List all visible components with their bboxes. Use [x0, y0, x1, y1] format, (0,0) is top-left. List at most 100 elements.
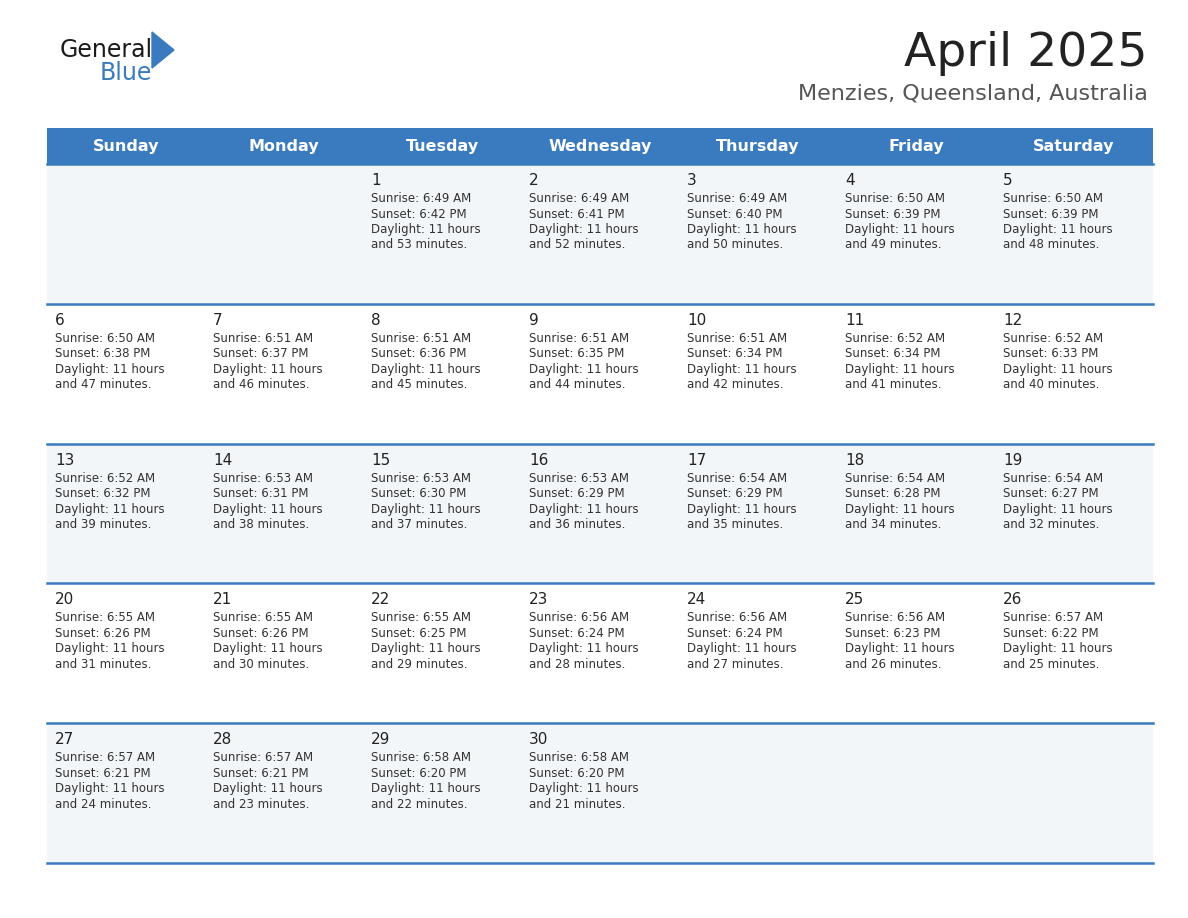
Text: April 2025: April 2025: [904, 30, 1148, 75]
Text: and 25 minutes.: and 25 minutes.: [1003, 658, 1099, 671]
Text: Sunday: Sunday: [93, 139, 159, 153]
Text: Sunrise: 6:56 AM: Sunrise: 6:56 AM: [687, 611, 788, 624]
Text: Sunset: 6:32 PM: Sunset: 6:32 PM: [55, 487, 151, 500]
Text: Sunrise: 6:57 AM: Sunrise: 6:57 AM: [55, 751, 156, 764]
Bar: [48, 304, 1154, 443]
Text: 22: 22: [371, 592, 390, 608]
Bar: [48, 128, 1154, 164]
Text: Sunset: 6:39 PM: Sunset: 6:39 PM: [1003, 207, 1099, 220]
Text: and 30 minutes.: and 30 minutes.: [213, 658, 309, 671]
Polygon shape: [152, 32, 173, 68]
Text: Sunset: 6:27 PM: Sunset: 6:27 PM: [1003, 487, 1099, 500]
Text: Sunset: 6:26 PM: Sunset: 6:26 PM: [213, 627, 309, 640]
Text: Daylight: 11 hours: Daylight: 11 hours: [845, 643, 955, 655]
Text: Thursday: Thursday: [716, 139, 800, 153]
Text: 19: 19: [1003, 453, 1023, 467]
Text: 15: 15: [371, 453, 390, 467]
Text: Sunrise: 6:53 AM: Sunrise: 6:53 AM: [529, 472, 628, 485]
Text: 16: 16: [529, 453, 549, 467]
Text: Blue: Blue: [100, 61, 152, 85]
Text: Sunrise: 6:54 AM: Sunrise: 6:54 AM: [687, 472, 788, 485]
Text: Daylight: 11 hours: Daylight: 11 hours: [371, 782, 481, 795]
Text: 29: 29: [371, 733, 391, 747]
Text: Sunrise: 6:53 AM: Sunrise: 6:53 AM: [371, 472, 470, 485]
Text: 6: 6: [55, 313, 65, 328]
Text: Daylight: 11 hours: Daylight: 11 hours: [529, 502, 639, 516]
Text: and 24 minutes.: and 24 minutes.: [55, 798, 152, 811]
Text: Daylight: 11 hours: Daylight: 11 hours: [529, 782, 639, 795]
Bar: [48, 443, 1154, 584]
Text: Daylight: 11 hours: Daylight: 11 hours: [213, 782, 323, 795]
Text: and 32 minutes.: and 32 minutes.: [1003, 518, 1099, 532]
Text: Daylight: 11 hours: Daylight: 11 hours: [213, 363, 323, 375]
Text: Sunset: 6:40 PM: Sunset: 6:40 PM: [687, 207, 783, 220]
Text: Sunrise: 6:50 AM: Sunrise: 6:50 AM: [55, 331, 154, 345]
Text: Sunset: 6:25 PM: Sunset: 6:25 PM: [371, 627, 467, 640]
Text: Sunset: 6:38 PM: Sunset: 6:38 PM: [55, 347, 151, 360]
Text: and 34 minutes.: and 34 minutes.: [845, 518, 941, 532]
Text: Friday: Friday: [889, 139, 943, 153]
Text: Daylight: 11 hours: Daylight: 11 hours: [213, 643, 323, 655]
Text: Sunrise: 6:57 AM: Sunrise: 6:57 AM: [213, 751, 314, 764]
Text: Sunset: 6:20 PM: Sunset: 6:20 PM: [371, 767, 467, 779]
Text: and 29 minutes.: and 29 minutes.: [371, 658, 468, 671]
Text: 27: 27: [55, 733, 74, 747]
Text: 9: 9: [529, 313, 538, 328]
Text: General: General: [61, 38, 153, 62]
Text: 30: 30: [529, 733, 549, 747]
Text: Sunrise: 6:50 AM: Sunrise: 6:50 AM: [845, 192, 944, 205]
Text: and 45 minutes.: and 45 minutes.: [371, 378, 467, 391]
Text: Sunrise: 6:53 AM: Sunrise: 6:53 AM: [213, 472, 312, 485]
Text: 13: 13: [55, 453, 75, 467]
Text: 26: 26: [1003, 592, 1023, 608]
Text: Sunset: 6:30 PM: Sunset: 6:30 PM: [371, 487, 467, 500]
Text: Daylight: 11 hours: Daylight: 11 hours: [1003, 502, 1113, 516]
Text: 4: 4: [845, 173, 854, 188]
Text: Tuesday: Tuesday: [405, 139, 479, 153]
Text: Sunrise: 6:51 AM: Sunrise: 6:51 AM: [687, 331, 788, 345]
Text: 20: 20: [55, 592, 74, 608]
Text: and 36 minutes.: and 36 minutes.: [529, 518, 625, 532]
Text: 28: 28: [213, 733, 232, 747]
Text: Sunset: 6:39 PM: Sunset: 6:39 PM: [845, 207, 941, 220]
Text: Daylight: 11 hours: Daylight: 11 hours: [845, 502, 955, 516]
Text: Sunset: 6:42 PM: Sunset: 6:42 PM: [371, 207, 467, 220]
Text: Daylight: 11 hours: Daylight: 11 hours: [55, 782, 165, 795]
Text: and 23 minutes.: and 23 minutes.: [213, 798, 309, 811]
Text: and 28 minutes.: and 28 minutes.: [529, 658, 625, 671]
Text: 21: 21: [213, 592, 232, 608]
Text: and 37 minutes.: and 37 minutes.: [371, 518, 467, 532]
Text: 11: 11: [845, 313, 864, 328]
Text: Sunset: 6:33 PM: Sunset: 6:33 PM: [1003, 347, 1099, 360]
Text: Daylight: 11 hours: Daylight: 11 hours: [687, 502, 797, 516]
Text: Sunrise: 6:56 AM: Sunrise: 6:56 AM: [529, 611, 630, 624]
Text: and 53 minutes.: and 53 minutes.: [371, 239, 467, 252]
Text: Sunset: 6:34 PM: Sunset: 6:34 PM: [845, 347, 941, 360]
Text: 24: 24: [687, 592, 706, 608]
Text: Sunset: 6:24 PM: Sunset: 6:24 PM: [529, 627, 625, 640]
Text: Sunrise: 6:51 AM: Sunrise: 6:51 AM: [529, 331, 630, 345]
Text: and 42 minutes.: and 42 minutes.: [687, 378, 784, 391]
Text: Sunset: 6:26 PM: Sunset: 6:26 PM: [55, 627, 151, 640]
Text: Sunrise: 6:52 AM: Sunrise: 6:52 AM: [845, 331, 946, 345]
Text: 12: 12: [1003, 313, 1022, 328]
Text: Daylight: 11 hours: Daylight: 11 hours: [371, 223, 481, 236]
Text: Sunrise: 6:50 AM: Sunrise: 6:50 AM: [1003, 192, 1102, 205]
Text: Sunrise: 6:54 AM: Sunrise: 6:54 AM: [1003, 472, 1104, 485]
Text: and 52 minutes.: and 52 minutes.: [529, 239, 625, 252]
Text: and 21 minutes.: and 21 minutes.: [529, 798, 626, 811]
Text: and 44 minutes.: and 44 minutes.: [529, 378, 626, 391]
Bar: [48, 164, 1154, 304]
Text: Sunrise: 6:49 AM: Sunrise: 6:49 AM: [371, 192, 472, 205]
Text: Sunrise: 6:57 AM: Sunrise: 6:57 AM: [1003, 611, 1104, 624]
Text: 1: 1: [371, 173, 380, 188]
Text: Monday: Monday: [248, 139, 320, 153]
Text: Daylight: 11 hours: Daylight: 11 hours: [529, 363, 639, 375]
Text: Daylight: 11 hours: Daylight: 11 hours: [371, 502, 481, 516]
Text: Sunrise: 6:52 AM: Sunrise: 6:52 AM: [55, 472, 156, 485]
Text: and 40 minutes.: and 40 minutes.: [1003, 378, 1099, 391]
Text: 14: 14: [213, 453, 232, 467]
Text: Sunset: 6:21 PM: Sunset: 6:21 PM: [213, 767, 309, 779]
Text: and 48 minutes.: and 48 minutes.: [1003, 239, 1099, 252]
Text: Menzies, Queensland, Australia: Menzies, Queensland, Australia: [798, 83, 1148, 103]
